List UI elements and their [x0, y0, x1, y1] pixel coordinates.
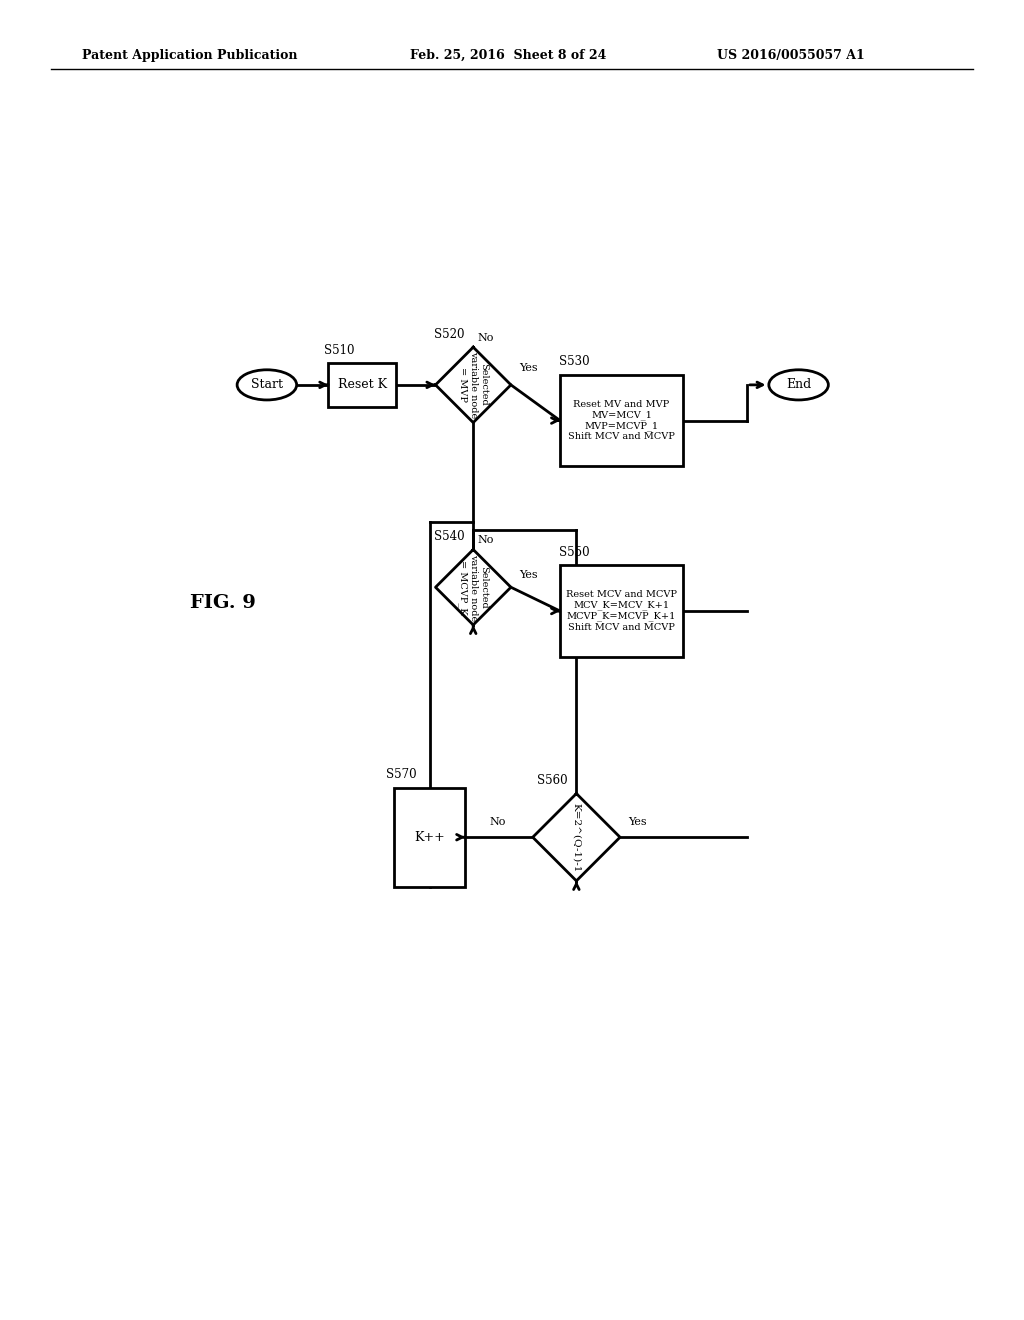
- Text: Feb. 25, 2016  Sheet 8 of 24: Feb. 25, 2016 Sheet 8 of 24: [410, 49, 606, 62]
- Polygon shape: [435, 347, 511, 422]
- Polygon shape: [435, 549, 511, 624]
- Polygon shape: [532, 793, 620, 880]
- Text: S560: S560: [537, 774, 567, 787]
- Text: S540: S540: [434, 531, 465, 543]
- Text: S530: S530: [558, 355, 589, 368]
- Text: No: No: [489, 817, 506, 828]
- Text: Selected
variable node
= MCVP_K: Selected variable node = MCVP_K: [458, 553, 488, 620]
- Text: Reset K: Reset K: [338, 379, 387, 391]
- Text: K++: K++: [414, 830, 445, 843]
- Text: Reset MV and MVP
MV=MCV_1
MVP=MCVP_1
Shift MCV and MCVP: Reset MV and MVP MV=MCV_1 MVP=MCVP_1 Shi…: [568, 400, 675, 441]
- Text: Start: Start: [251, 379, 283, 391]
- Text: Reset MCV and MCVP
MCV_K=MCV_K+1
MCVP_K=MCVP_K+1
Shift MCV and MCVP: Reset MCV and MCVP MCV_K=MCV_K+1 MCVP_K=…: [566, 590, 677, 632]
- Text: FIG. 9: FIG. 9: [190, 594, 256, 612]
- Text: Selected
variable node
= MVP: Selected variable node = MVP: [459, 351, 488, 418]
- Text: Patent Application Publication: Patent Application Publication: [82, 49, 297, 62]
- Text: Yes: Yes: [628, 817, 646, 828]
- Text: Yes: Yes: [519, 363, 538, 372]
- FancyBboxPatch shape: [560, 375, 683, 466]
- Ellipse shape: [238, 370, 297, 400]
- Text: End: End: [786, 379, 811, 391]
- Text: S510: S510: [325, 343, 355, 356]
- FancyBboxPatch shape: [560, 565, 683, 656]
- Text: No: No: [477, 333, 494, 343]
- Ellipse shape: [769, 370, 828, 400]
- Text: No: No: [477, 535, 494, 545]
- Text: S520: S520: [434, 327, 465, 341]
- Text: S570: S570: [386, 768, 417, 781]
- Text: US 2016/0055057 A1: US 2016/0055057 A1: [717, 49, 864, 62]
- Text: S550: S550: [558, 546, 589, 558]
- FancyBboxPatch shape: [329, 363, 396, 407]
- FancyBboxPatch shape: [394, 788, 465, 887]
- Text: K=2^(Q-1)-1: K=2^(Q-1)-1: [571, 803, 581, 873]
- Text: Yes: Yes: [519, 570, 538, 579]
